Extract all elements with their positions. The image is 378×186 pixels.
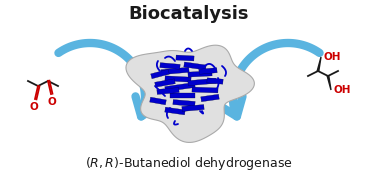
Text: O: O xyxy=(48,97,56,107)
Polygon shape xyxy=(126,45,254,142)
FancyBboxPatch shape xyxy=(160,63,180,69)
FancyBboxPatch shape xyxy=(157,88,179,94)
Polygon shape xyxy=(327,76,331,90)
Text: Biocatalysis: Biocatalysis xyxy=(129,5,249,23)
FancyBboxPatch shape xyxy=(151,69,169,79)
Polygon shape xyxy=(317,57,321,71)
FancyBboxPatch shape xyxy=(201,94,219,102)
FancyBboxPatch shape xyxy=(165,76,191,82)
FancyBboxPatch shape xyxy=(188,71,212,77)
Text: OH: OH xyxy=(333,85,350,95)
FancyBboxPatch shape xyxy=(169,92,195,97)
Text: O: O xyxy=(29,102,39,112)
FancyBboxPatch shape xyxy=(199,68,217,74)
FancyBboxPatch shape xyxy=(155,79,175,87)
FancyBboxPatch shape xyxy=(165,107,185,115)
FancyBboxPatch shape xyxy=(173,100,195,106)
FancyBboxPatch shape xyxy=(182,105,204,111)
FancyBboxPatch shape xyxy=(161,67,189,75)
FancyBboxPatch shape xyxy=(192,87,218,93)
FancyBboxPatch shape xyxy=(188,78,216,86)
FancyBboxPatch shape xyxy=(165,82,195,92)
FancyBboxPatch shape xyxy=(207,78,223,84)
FancyBboxPatch shape xyxy=(176,55,194,61)
Text: OH: OH xyxy=(323,52,341,62)
FancyBboxPatch shape xyxy=(150,97,166,105)
FancyBboxPatch shape xyxy=(184,62,206,70)
Text: ($\it{R,R}$)-Butanediol dehydrogenase: ($\it{R,R}$)-Butanediol dehydrogenase xyxy=(85,155,293,172)
